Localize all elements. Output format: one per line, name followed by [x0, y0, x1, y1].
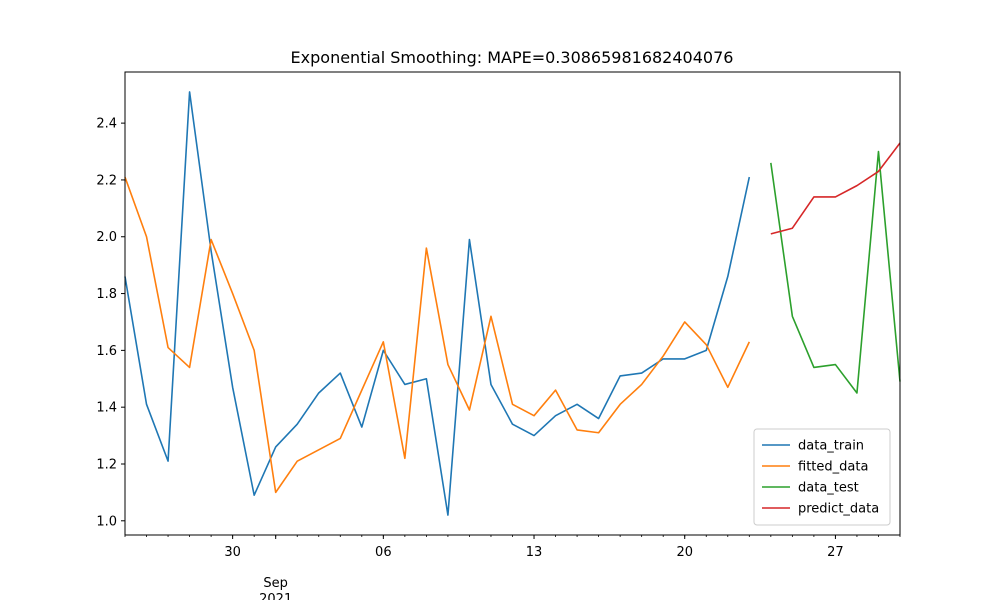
series-layer	[124, 91, 901, 516]
y-tick-label: 2.0	[96, 230, 117, 245]
y-tick-label: 2.2	[96, 173, 117, 188]
legend-label-data-train: data_train	[798, 439, 864, 454]
y-tick-label: 1.2	[96, 457, 117, 472]
y-tick-label: 1.4	[96, 401, 117, 416]
y-tick-label: 1.8	[96, 287, 117, 302]
legend-label-data-test: data_test	[798, 481, 859, 496]
x-tick-label: 13	[526, 545, 543, 560]
x-tick-label: 30	[224, 545, 241, 560]
series-line-data-test	[770, 150, 901, 394]
x-tick-label: 06	[375, 545, 392, 560]
y-tick-label: 1.6	[96, 344, 117, 359]
x-year-label: 2021	[259, 592, 292, 600]
x-month-label: Sep	[263, 576, 288, 591]
series-line-fitted-data	[124, 176, 751, 494]
series-line-predict-data	[770, 142, 901, 235]
legend-box	[753, 428, 891, 526]
x-tick-label: 20	[676, 545, 693, 560]
chart-title: Exponential Smoothing: MAPE=0.3086598168…	[291, 48, 734, 67]
y-axis: 1.0 1.2 1.4 1.6 1.8 2.0 2.2 2.4	[96, 117, 125, 529]
legend-label-predict-data: predict_data	[798, 502, 879, 517]
legend-label-fitted-data: fitted_data	[798, 460, 868, 475]
y-tick-label: 2.4	[96, 117, 117, 132]
x-tick-label: 27	[827, 545, 844, 560]
series-line-data-train	[124, 91, 751, 516]
legend: data_train fitted_data data_test predict_da…	[753, 428, 891, 526]
y-tick-label: 1.0	[96, 514, 117, 529]
